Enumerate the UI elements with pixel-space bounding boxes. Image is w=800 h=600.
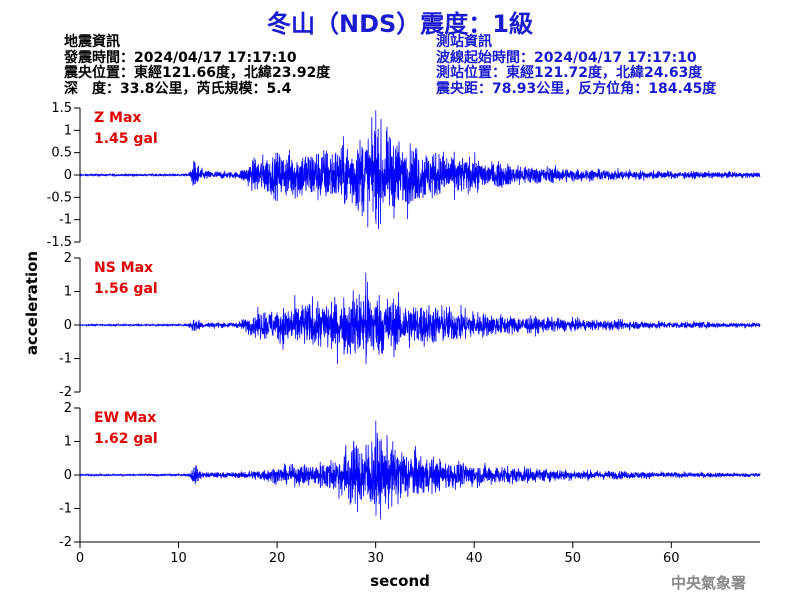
y-tick-label: -2 <box>59 385 72 400</box>
x-tick-label: 60 <box>663 551 680 566</box>
x-tick-label: 30 <box>367 551 384 566</box>
watermark: 中央氣象署 <box>670 574 746 592</box>
y-tick-label: 1 <box>64 285 72 300</box>
max-value-ew: 1.62 gal <box>94 431 158 447</box>
x-tick-label: 40 <box>466 551 483 566</box>
epicentral-distance: 震央距：78.93公里，反方位角：184.45度 <box>436 80 717 97</box>
page-title: 冬山（NDS）震度：1級 <box>267 10 533 38</box>
y-tick-label: -0.5 <box>47 190 72 205</box>
y-tick-label: 1 <box>64 123 72 138</box>
max-label-z: Z Max <box>94 110 141 126</box>
max-label-ew: EW Max <box>94 410 156 426</box>
y-tick-label: -1 <box>59 213 72 228</box>
y-tick-label: 0.5 <box>51 146 72 161</box>
quake-info-heading: 地震資訊 <box>64 34 120 50</box>
depth-magnitude: 深 度：33.8公里，芮氏規模：5.4 <box>64 80 292 97</box>
waveform-ew <box>79 420 761 520</box>
y-tick-label: 1 <box>64 435 72 450</box>
y-tick-label: 0 <box>64 318 72 333</box>
x-axis-label: second <box>370 572 430 590</box>
station-info-panel: 測站資訊 波線起始時間：2024/04/17 17:17:10 測站位置：東經1… <box>436 34 717 97</box>
max-label-ns: NS Max <box>94 260 153 276</box>
y-tick-label: 0 <box>64 168 72 183</box>
max-value-z: 1.45 gal <box>94 131 158 147</box>
y-tick-label: -1 <box>59 502 72 517</box>
x-tick-label: 0 <box>76 551 84 566</box>
y-axis-label: acceleration <box>23 251 41 355</box>
epicenter-location: 震央位置：東經121.66度，北緯23.92度 <box>64 65 331 81</box>
y-tick-label: 1.5 <box>51 101 72 116</box>
station-info-heading: 測站資訊 <box>436 34 492 50</box>
waveform-z <box>79 110 761 230</box>
origin-time: 發震時間：2024/04/17 17:17:10 <box>64 49 297 66</box>
x-tick-label: 20 <box>269 551 286 566</box>
x-tick-label: 50 <box>564 551 581 566</box>
quake-info-panel: 地震資訊 發震時間：2024/04/17 17:17:10 震央位置：東經121… <box>64 34 331 97</box>
x-tick-label: 10 <box>170 551 187 566</box>
y-tick-label: 2 <box>64 401 72 416</box>
y-tick-label: 0 <box>64 468 72 483</box>
y-tick-label: 2 <box>64 251 72 266</box>
y-tick-label: -2 <box>59 535 72 550</box>
max-value-ns: 1.56 gal <box>94 281 158 297</box>
waveform-ns <box>79 272 761 365</box>
y-tick-label: -1.5 <box>47 235 72 250</box>
station-location: 測站位置：東經121.72度，北緯24.63度 <box>436 65 703 81</box>
y-tick-label: -1 <box>59 352 72 367</box>
wave-start-time: 波線起始時間：2024/04/17 17:17:10 <box>436 49 697 66</box>
